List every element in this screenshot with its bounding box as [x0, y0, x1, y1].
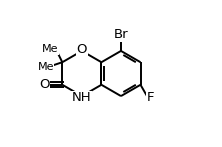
Text: NH: NH — [72, 91, 92, 104]
Text: F: F — [147, 91, 155, 104]
Text: O: O — [77, 43, 87, 56]
Text: Br: Br — [114, 28, 128, 41]
Text: Me: Me — [42, 44, 59, 54]
Text: O: O — [39, 78, 50, 91]
Text: Me: Me — [38, 62, 54, 72]
